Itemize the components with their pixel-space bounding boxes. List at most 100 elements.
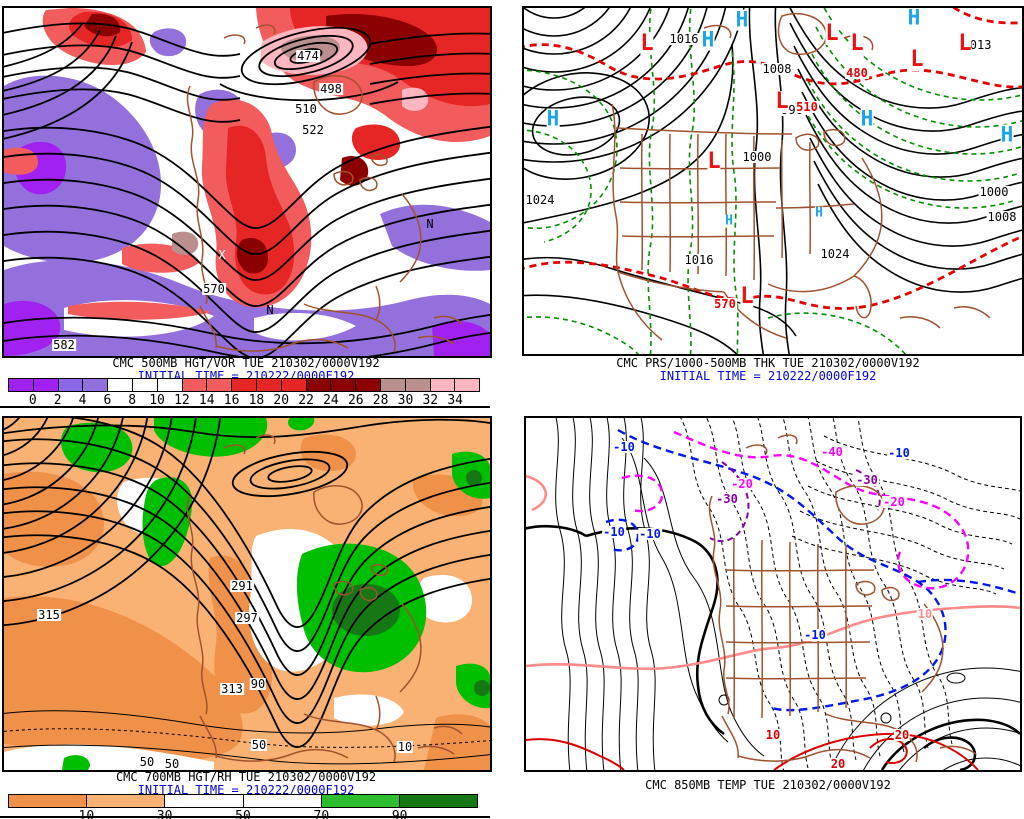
- caption-850mb: CMC 850MB TEMP TUE 210302/0000V192: [645, 778, 891, 792]
- contour-label: 498: [319, 82, 343, 96]
- colorbar-tick-label: 34: [447, 393, 463, 408]
- colorbar-tick-label: 10: [149, 393, 165, 408]
- critical-thickness-lines: [524, 8, 1022, 310]
- contour-label: 313: [220, 682, 244, 696]
- map-850mb-temp: -10 -10 -10 -10 -10 -20 -20 -40 -30 -30 10 20 20 10: [524, 416, 1022, 772]
- high-pressure-symbol: H: [815, 205, 823, 221]
- colorbar-segment: [320, 795, 399, 807]
- contour-label: 50: [163, 757, 181, 771]
- map-labels-500mb: 474 498 510 522 570 582 X N N: [4, 8, 490, 356]
- colorbar-ticks: 0 2 4 6 8 10 12 14 16 18 20 22 24 26 28 30 32 34: [8, 393, 480, 408]
- high-pressure-symbol: H: [546, 106, 560, 131]
- colorbar-segment: [429, 379, 455, 391]
- contour-label: 291: [230, 579, 254, 593]
- contour-label: -10: [803, 628, 827, 642]
- contour-label: 1016: [668, 32, 700, 46]
- low-pressure-symbol: L: [850, 31, 864, 56]
- low-pressure-symbol: L: [740, 284, 754, 309]
- height-contours: [4, 22, 490, 356]
- contour-label: 297: [235, 611, 259, 625]
- contour-label: 582: [52, 338, 76, 352]
- high-pressure-symbol: H: [725, 213, 733, 229]
- colorbar-segment: [206, 379, 232, 391]
- contour-label: -10: [602, 525, 626, 539]
- colorbar-tick-label: 16: [223, 393, 240, 408]
- panel-500mb-hgt-vor: 474 498 510 522 570 582 X N N CMC 500MB HGT/VOR …: [0, 0, 512, 410]
- low-pressure-symbol: L: [825, 21, 839, 46]
- colorbar-tick-label: 30: [156, 809, 173, 819]
- panel-700mb-hgt-rh: 315 291 297 313 90 50 50 50 10 CMC 700MB HGT/RH …: [0, 410, 512, 819]
- colorbar-tick-label: 8: [128, 393, 137, 408]
- vorticity-shading: [4, 8, 490, 356]
- coastlines-700: [186, 434, 463, 763]
- contour-label: 20: [893, 728, 911, 742]
- contour-label: 1000: [741, 150, 773, 164]
- colorbar-tick-label: 10: [78, 809, 95, 819]
- contour-label: -30: [715, 492, 739, 506]
- colorbar-tick-label: 24: [323, 393, 339, 408]
- low-pressure-symbol: L: [640, 31, 654, 56]
- contour-label: -40: [820, 445, 844, 459]
- map-500mb-svg: [4, 8, 490, 356]
- map-labels-700mb: 315 291 297 313 90 50 50 50 10: [4, 418, 490, 770]
- colorbar-segment: [398, 795, 478, 807]
- contour-label: 1024: [819, 247, 851, 261]
- isobar-contours: [524, 8, 1022, 354]
- initial-time-700mb: INITIAL TIME = 210222/0000F192: [137, 783, 355, 797]
- colorbar-segment: [9, 379, 33, 391]
- colorbar-segment: [231, 379, 256, 391]
- high-pressure-symbol: H: [860, 106, 874, 131]
- colorbar-tick-label: 20: [273, 393, 290, 408]
- caption-700mb: CMC 700MB HGT/RH TUE 210302/0000V192: [115, 770, 377, 784]
- colorbar-tick-label: 2: [53, 393, 62, 408]
- colorbar-vorticity: 0 2 4 6 8 10 12 14 16 18 20 22 24 26 28 30 32 34: [8, 378, 480, 408]
- contour-label: 510: [294, 102, 318, 116]
- contour-label: 1000: [978, 185, 1010, 199]
- colorbar-bar: [8, 378, 480, 392]
- colorbar-segment: [131, 379, 157, 391]
- minus10-isotherm: [605, 428, 1020, 712]
- colorbar-tick-label: 14: [198, 393, 215, 408]
- colorbar-segment: [305, 379, 331, 391]
- colorbar-tick-label: 32: [422, 393, 439, 408]
- colorbar-tick-label: 50: [235, 809, 251, 819]
- contour-label: X: [218, 248, 226, 262]
- panel-divider-line: [0, 406, 490, 408]
- plus20-isotherm: [526, 732, 979, 770]
- contour-label: 10: [916, 607, 934, 621]
- contour-label: 50: [138, 755, 156, 769]
- map-labels-850mb: -10 -10 -10 -10 -10 -20 -20 -40 -30 -30 10 20 20 10: [526, 418, 1020, 770]
- colorbar-tick-label: 30: [397, 393, 414, 408]
- low-pressure-symbol: L: [775, 89, 789, 114]
- colorbar-segment: [32, 379, 58, 391]
- contour-label: 10: [396, 740, 414, 754]
- map-500mb-hgt-vor: 474 498 510 522 570 582 X N N: [2, 6, 492, 358]
- colorbar-segment: [86, 795, 165, 807]
- colorbar-tick-label: 26: [347, 393, 364, 408]
- colorbar-segment: [107, 379, 132, 391]
- contour-label: -30: [855, 473, 879, 487]
- map-850mb-svg: [526, 418, 1020, 770]
- moist-shading: [61, 418, 490, 770]
- colorbar-ticks: 10 30 50 70 90: [8, 809, 478, 819]
- colorbar-tick-label: 4: [78, 393, 87, 408]
- panel-850mb-temp: -10 -10 -10 -10 -10 -20 -20 -40 -30 -30 10 20 20 10 C…: [512, 410, 1024, 819]
- contour-label: 10: [764, 728, 782, 742]
- colorbar-segment: [280, 379, 306, 391]
- high-pressure-symbol: H: [1000, 122, 1014, 147]
- contour-label: -10: [638, 527, 662, 541]
- contour-label: 510: [795, 100, 819, 114]
- colorbar-tick-label: 28: [372, 393, 389, 408]
- map-labels-prs: 1016 1008 996 1000 1024 1016 1024 1013 1008 1000 4…: [524, 8, 1022, 354]
- caption-500mb: CMC 500MB HGT/VOR TUE 210302/0000V192: [112, 356, 380, 370]
- high-pressure-symbol: H: [907, 6, 921, 30]
- colorbar-segment: [330, 379, 356, 391]
- contour-label: 474: [296, 49, 320, 63]
- colorbar-segment: [82, 379, 108, 391]
- contour-label: -10: [612, 440, 636, 454]
- colorbar-segment: [9, 795, 87, 807]
- height-contours-700: [4, 418, 490, 748]
- map-700mb-hgt-rh: 315 291 297 313 90 50 50 50 10: [2, 416, 492, 772]
- colorbar-tick-label: 18: [248, 393, 265, 408]
